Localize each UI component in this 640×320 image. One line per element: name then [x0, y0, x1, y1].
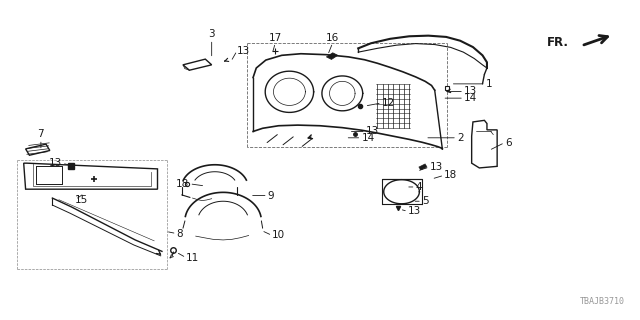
Text: 18: 18 [176, 179, 189, 189]
Text: 13: 13 [366, 126, 379, 136]
Text: 13: 13 [237, 45, 250, 56]
Text: 3: 3 [209, 29, 215, 39]
Polygon shape [326, 53, 338, 60]
Text: 14: 14 [464, 93, 477, 103]
Text: 13: 13 [464, 86, 477, 97]
Text: 7: 7 [38, 129, 44, 140]
Text: 1: 1 [486, 79, 492, 89]
Text: 2: 2 [457, 133, 463, 143]
Text: 11: 11 [186, 253, 200, 263]
Text: 13: 13 [49, 158, 62, 168]
Text: 14: 14 [362, 133, 374, 143]
Text: 4: 4 [415, 182, 422, 192]
Text: 10: 10 [272, 230, 285, 241]
Text: 17: 17 [269, 33, 282, 43]
Text: 12: 12 [382, 98, 395, 108]
Text: 13: 13 [429, 162, 443, 172]
Text: 8: 8 [177, 228, 183, 239]
Text: 5: 5 [422, 196, 429, 206]
Text: 16: 16 [326, 33, 339, 43]
Text: 15: 15 [76, 195, 88, 205]
Text: 9: 9 [268, 190, 275, 201]
Text: TBAJB3710: TBAJB3710 [580, 297, 625, 306]
Text: FR.: FR. [547, 36, 568, 49]
Text: 13: 13 [408, 206, 421, 216]
Text: 6: 6 [505, 138, 511, 148]
Text: 18: 18 [444, 170, 458, 180]
Polygon shape [419, 164, 427, 170]
